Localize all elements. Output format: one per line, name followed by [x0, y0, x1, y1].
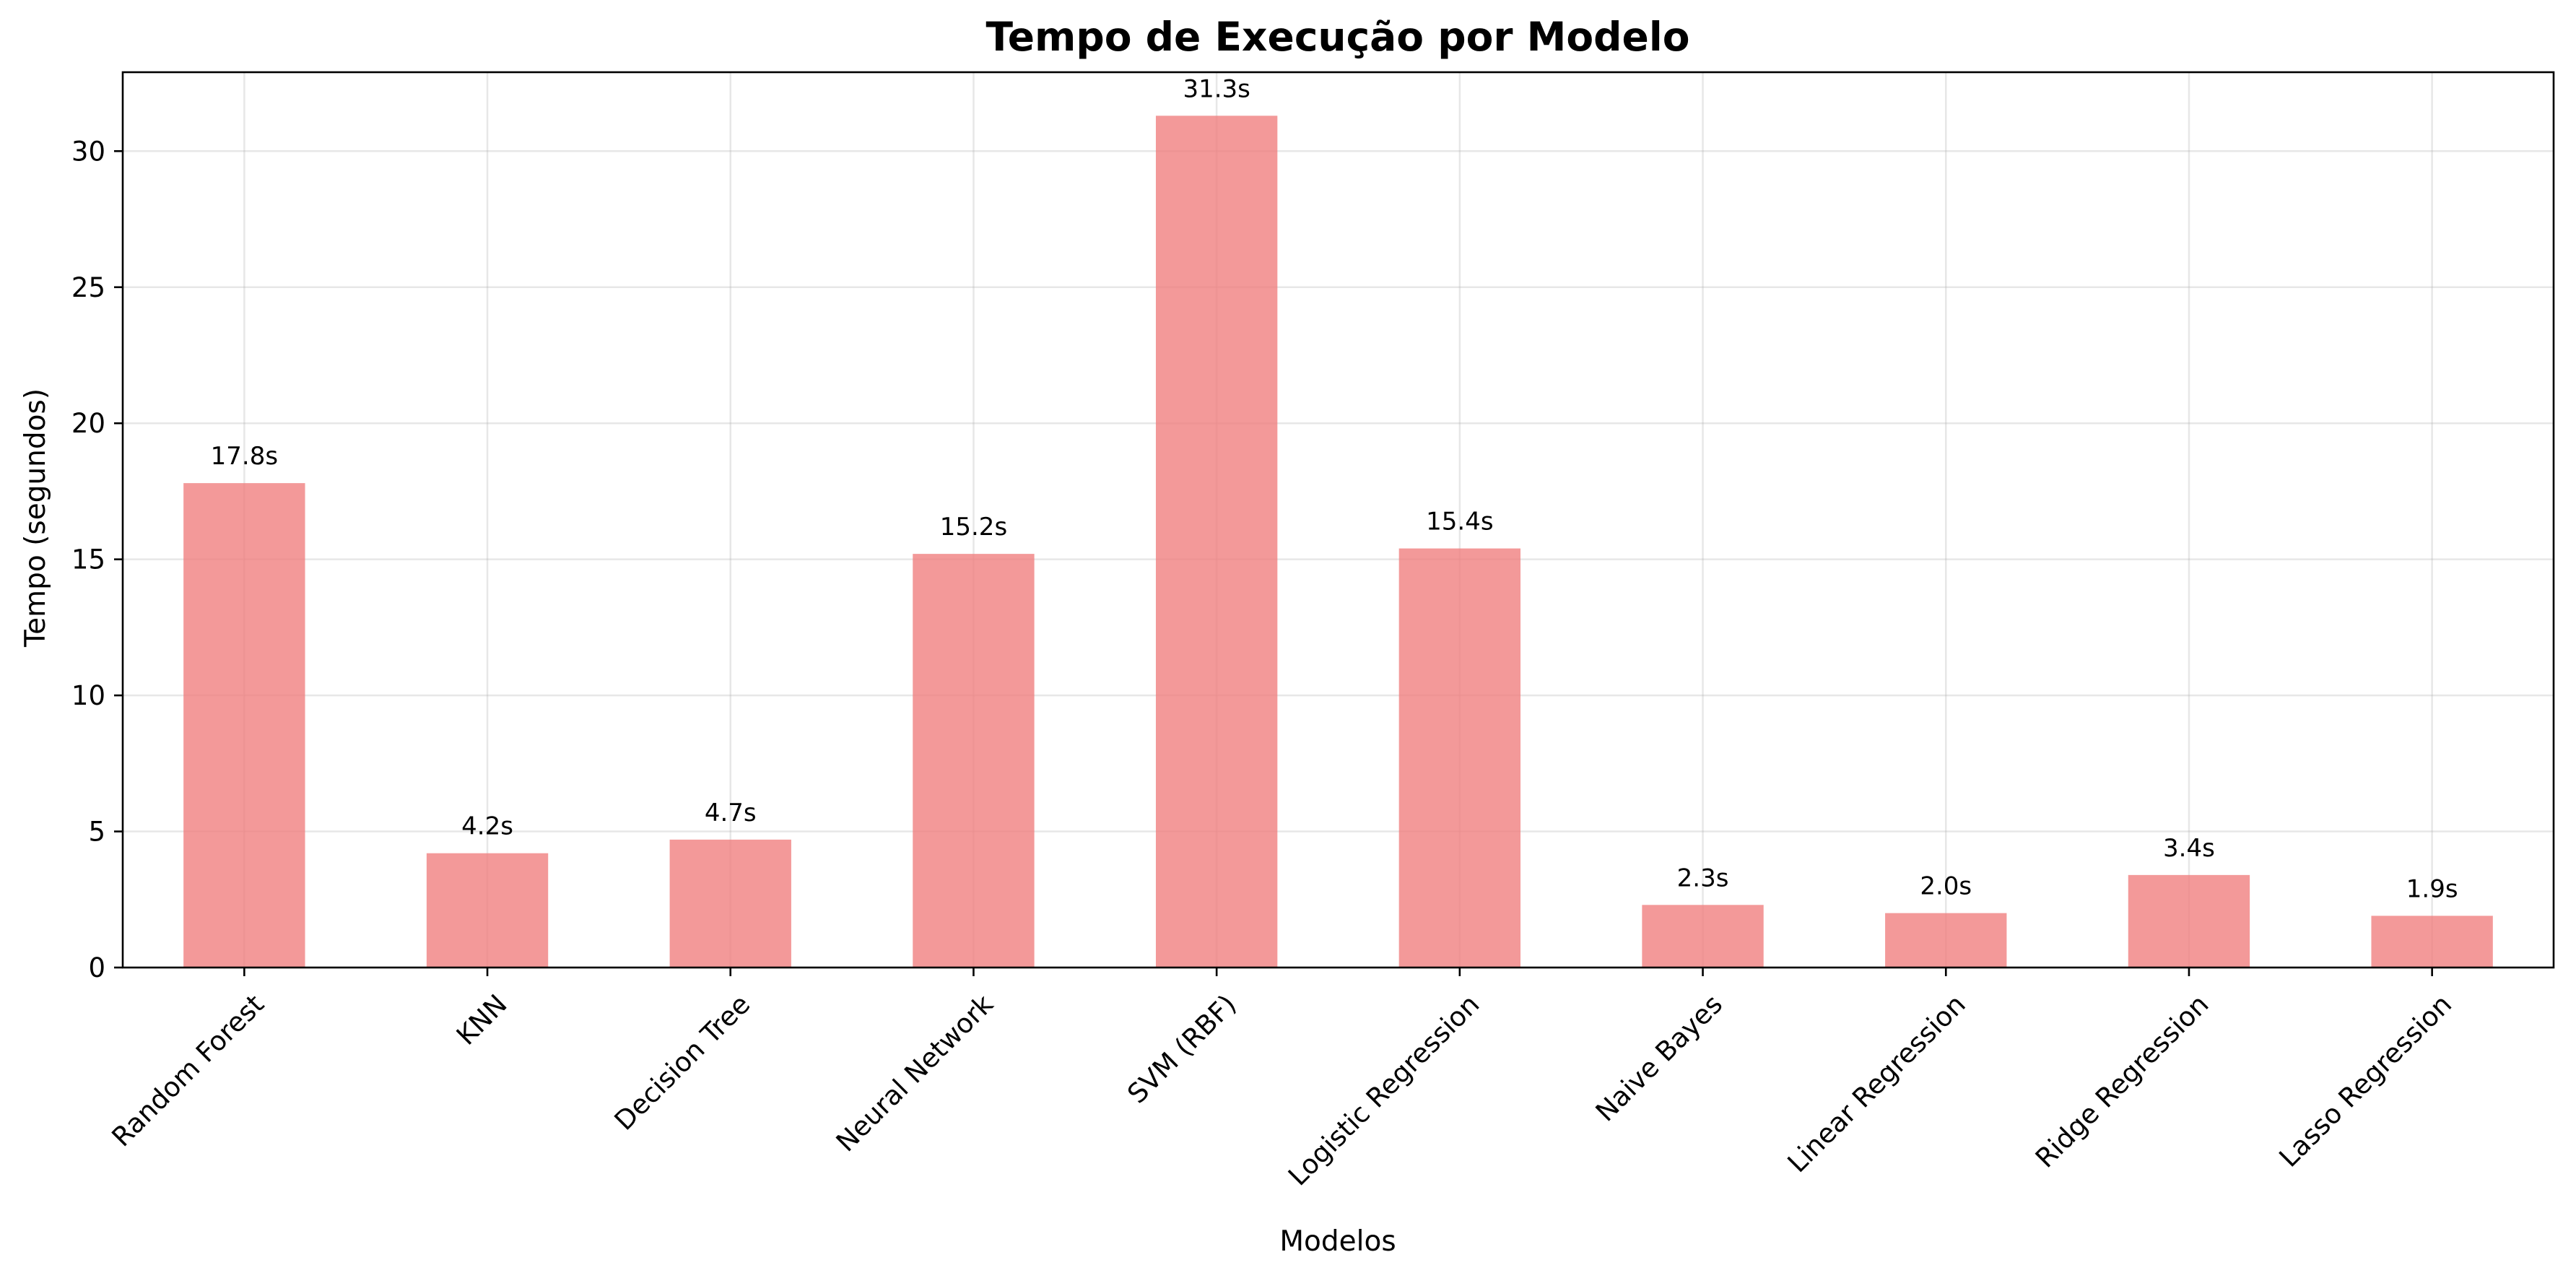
y-tick-label-0: 0: [88, 952, 105, 983]
axes: 0 5 10 15 20 25 30 Random Forest KNN Decision Tre…: [71, 71, 2555, 1192]
y-tick-label-1: 5: [88, 817, 105, 848]
x-tick-label-8: Ridge Regression: [2029, 988, 2215, 1174]
data-label-4: 31.3s: [1183, 74, 1250, 103]
x-tick-label-4: SVM (RBF): [1121, 988, 1242, 1109]
y-tick-label-6: 30: [71, 136, 105, 167]
bar-1: [426, 853, 549, 968]
bar-2: [669, 839, 791, 968]
bar-4: [1155, 116, 1278, 968]
x-tick-label-0: Random Forest: [106, 988, 270, 1152]
data-label-5: 15.4s: [1426, 508, 1493, 536]
data-label-7: 2.0s: [1920, 872, 1972, 901]
x-tick-label-9: Lasso Regression: [2273, 988, 2458, 1173]
bar-8: [2128, 874, 2250, 968]
x-axis-label: Modelos: [1279, 1225, 1396, 1258]
chart-title: Tempo de Execução por Modelo: [986, 14, 1690, 60]
data-label-3: 15.2s: [940, 513, 1007, 542]
y-tick-label-4: 20: [71, 408, 105, 439]
bar-3: [913, 554, 1035, 968]
x-tick-label-6: Naive Bayes: [1590, 988, 1728, 1127]
bar-7: [1885, 913, 2007, 968]
data-label-9: 1.9s: [2406, 874, 2458, 903]
data-label-8: 3.4s: [2163, 834, 2215, 863]
data-label-1: 4.2s: [461, 812, 513, 841]
y-tick-label-2: 10: [71, 680, 105, 711]
bar-5: [1398, 548, 1521, 968]
x-tick-label-3: Neural Network: [830, 988, 1000, 1158]
data-labels: 17.8s 4.2s 4.7s 15.2s 31.3s 15.4s 2.3s 2.0s 3.4s…: [211, 74, 2458, 903]
y-axis-label: Tempo (segundos): [19, 388, 52, 648]
y-tick-label-5: 25: [71, 272, 105, 303]
x-tick-label-7: Linear Regression: [1782, 988, 1972, 1178]
bar-0: [183, 483, 305, 968]
data-label-6: 2.3s: [1677, 864, 1729, 892]
data-label-0: 17.8s: [211, 442, 278, 471]
bars: [183, 116, 2493, 968]
bar-6: [1642, 905, 1764, 968]
x-tick-label-5: Logistic Regression: [1282, 988, 1485, 1191]
y-tick-label-3: 15: [71, 544, 105, 575]
data-label-2: 4.7s: [705, 799, 757, 827]
bar-9: [2371, 916, 2493, 968]
x-tick-label-2: Decision Tree: [609, 988, 757, 1136]
x-tick-label-1: KNN: [451, 988, 513, 1051]
plot-frame: [121, 71, 2555, 969]
